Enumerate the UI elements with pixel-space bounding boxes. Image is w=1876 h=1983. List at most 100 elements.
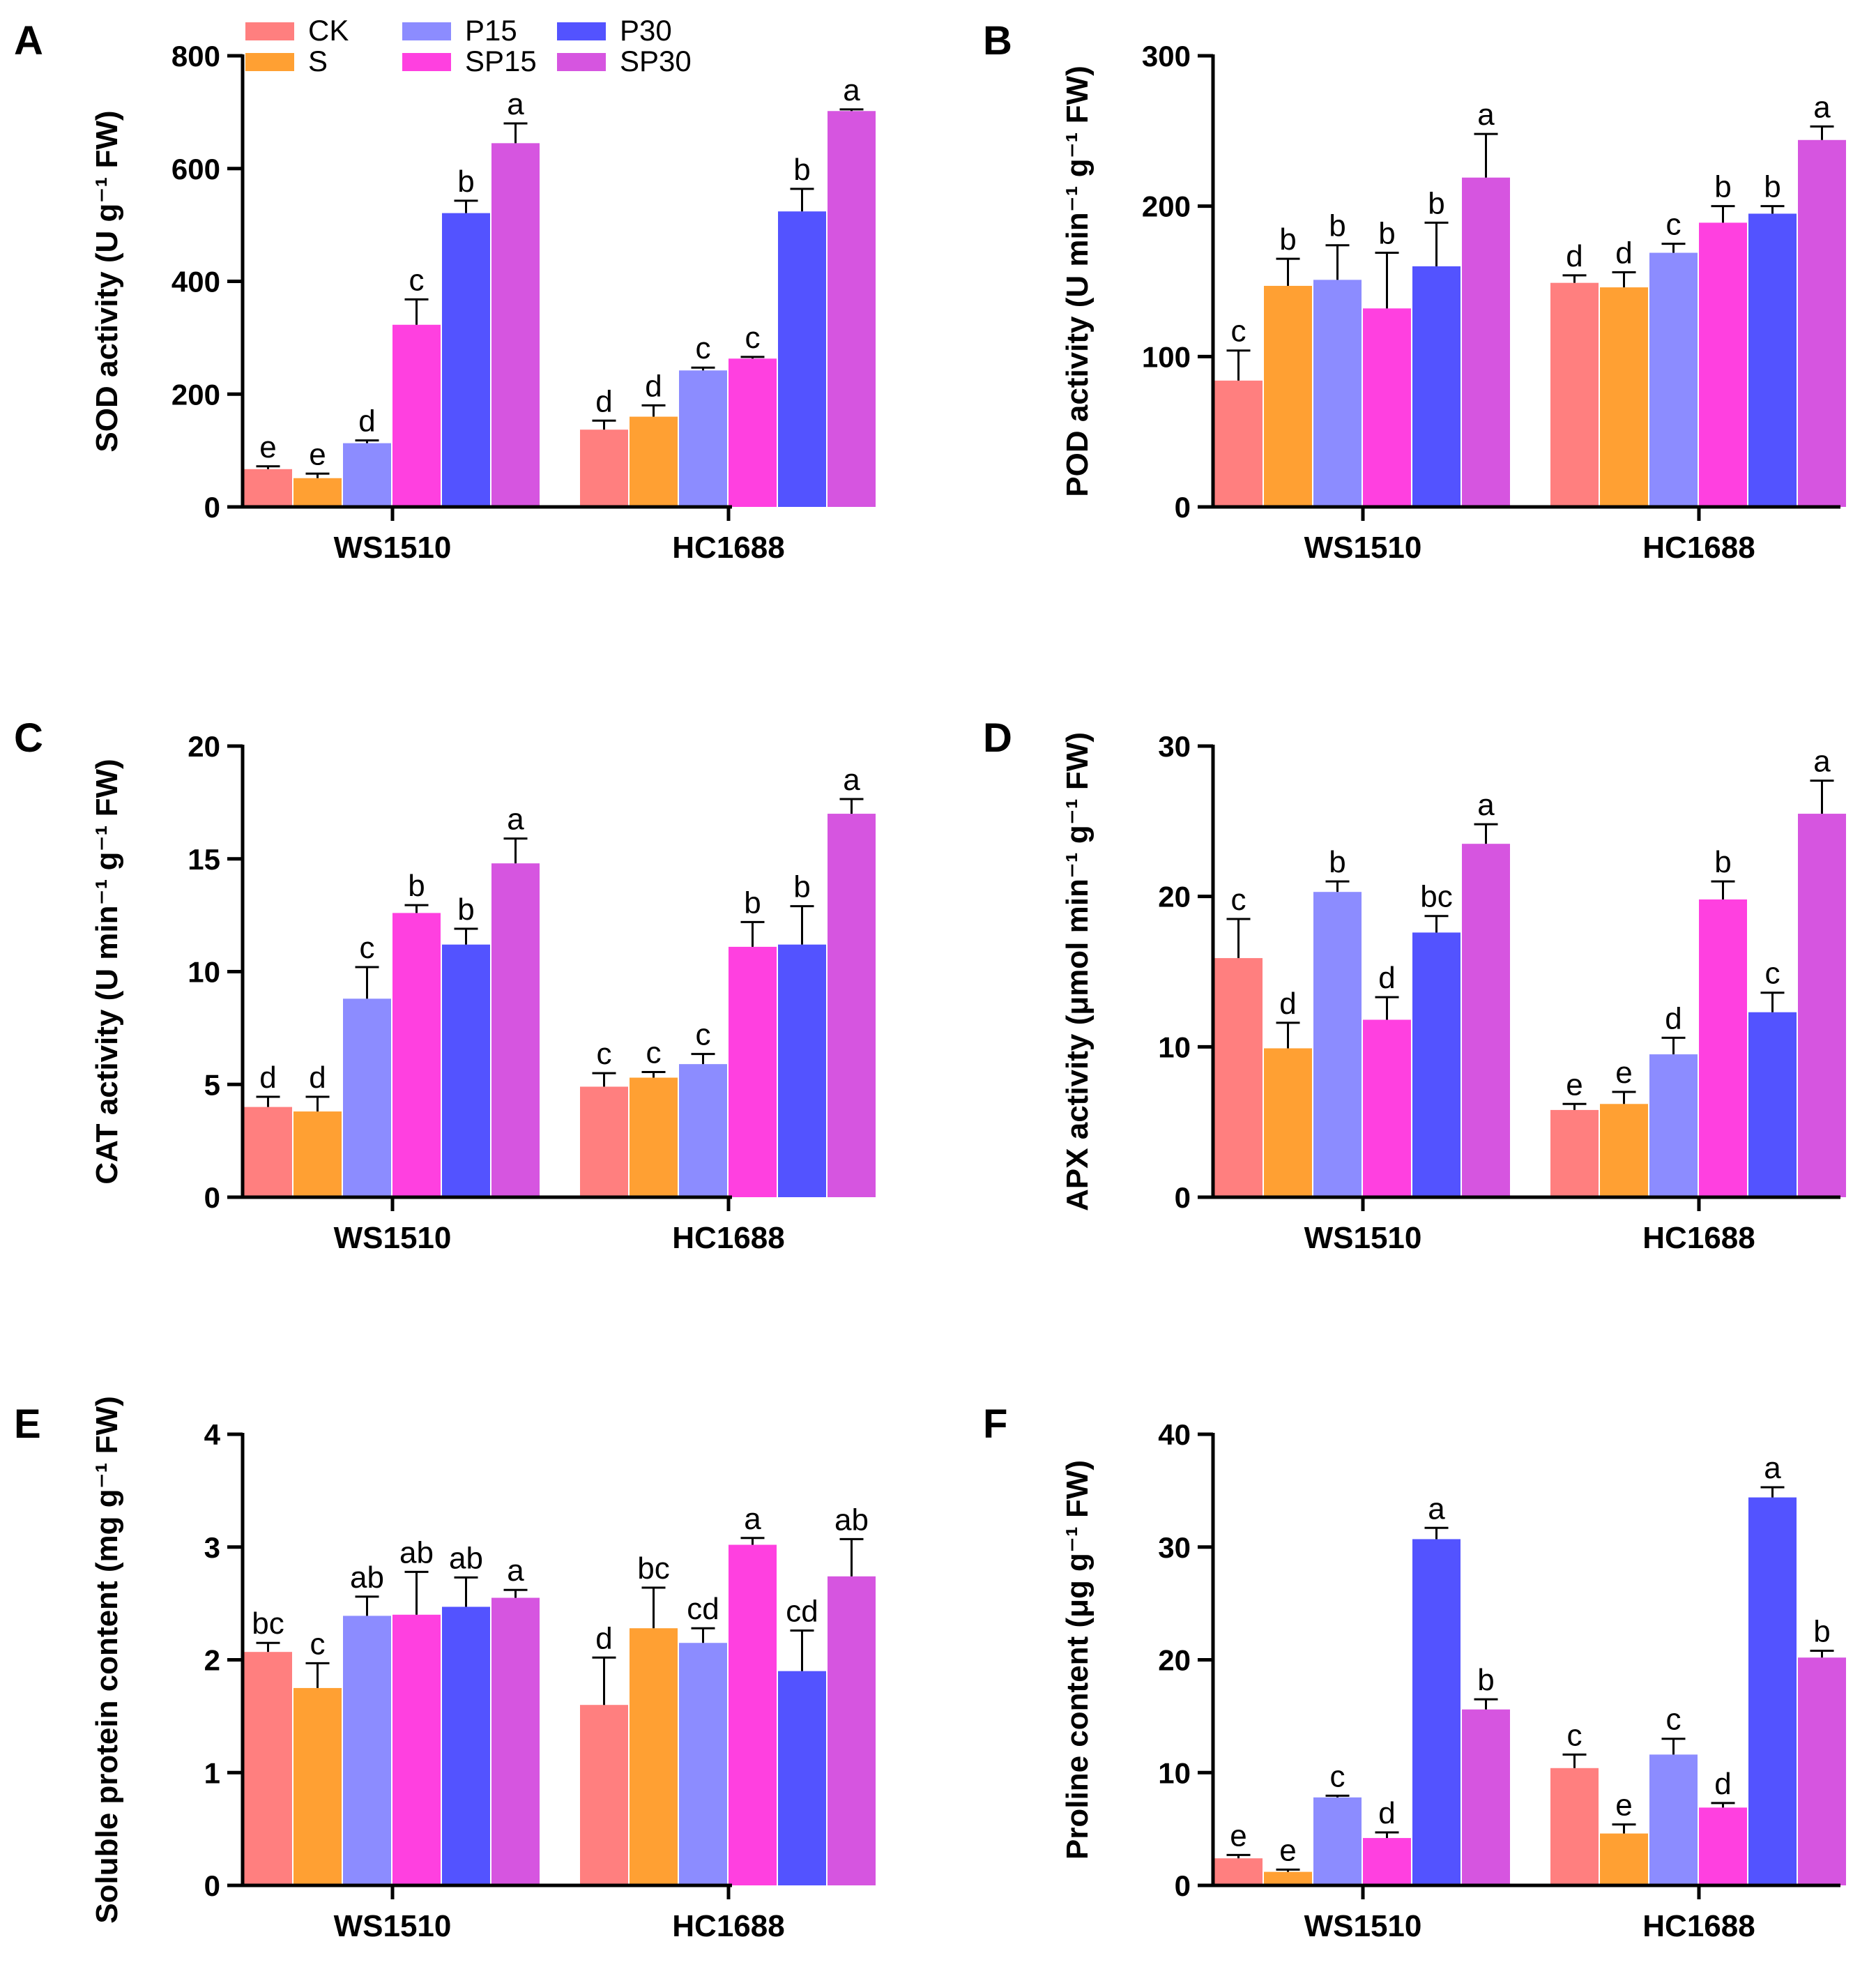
x-tick-label: HC1688 xyxy=(672,1221,784,1255)
bar xyxy=(630,1628,678,1885)
significance-letter: e xyxy=(1615,1056,1632,1090)
significance-letter: ab xyxy=(834,1503,869,1537)
legend-label: P30 xyxy=(620,14,672,47)
x-tick-label: WS1510 xyxy=(334,1221,452,1255)
bar xyxy=(828,1576,876,1885)
significance-letter: c xyxy=(1231,314,1246,349)
x-tick-label: WS1510 xyxy=(1304,531,1422,565)
y-tick-label: 5 xyxy=(204,1068,220,1101)
significance-letter: b xyxy=(1813,1615,1830,1649)
bar xyxy=(1412,932,1461,1197)
bar xyxy=(729,358,777,507)
bar xyxy=(442,1606,490,1885)
significance-letter: d xyxy=(1665,1001,1681,1035)
bar xyxy=(1214,380,1263,507)
bar xyxy=(1363,308,1411,507)
bar xyxy=(1600,287,1648,507)
significance-letter: d xyxy=(1378,961,1395,995)
significance-letter: a xyxy=(507,803,524,837)
significance-letter: b xyxy=(457,892,474,927)
significance-letter: a xyxy=(1477,788,1495,822)
x-tick-label: HC1688 xyxy=(1642,531,1755,565)
bar xyxy=(343,443,391,507)
bar xyxy=(491,863,540,1197)
significance-letter: e xyxy=(1615,1788,1632,1823)
bar xyxy=(1748,1012,1797,1197)
y-tick-label: 40 xyxy=(1158,1418,1191,1451)
significance-letter: cd xyxy=(786,1594,818,1628)
significance-letter: cd xyxy=(687,1592,719,1626)
bar xyxy=(729,946,777,1197)
legend-swatch xyxy=(402,22,451,40)
y-axis-title: CAT activity (U min⁻¹ g⁻¹ FW) xyxy=(90,759,124,1184)
bar xyxy=(679,370,727,507)
significance-letter: d xyxy=(1566,239,1583,273)
significance-letter: c xyxy=(1666,208,1681,242)
significance-letter: e xyxy=(259,430,276,464)
x-tick-label: WS1510 xyxy=(334,1909,452,1943)
bar xyxy=(442,213,490,507)
significance-letter: a xyxy=(1764,1451,1781,1485)
significance-letter: a xyxy=(1813,90,1831,124)
y-tick-label: 200 xyxy=(171,378,220,411)
bar xyxy=(1550,282,1599,507)
y-tick-label: 20 xyxy=(1158,1644,1191,1677)
significance-letter: a xyxy=(1477,98,1495,132)
significance-letter: d xyxy=(645,369,662,403)
significance-letter: d xyxy=(358,404,375,439)
bar xyxy=(392,913,441,1197)
bar xyxy=(1550,1109,1599,1197)
significance-letter: ab xyxy=(350,1560,384,1595)
significance-letter: b xyxy=(408,869,425,903)
bar xyxy=(1649,252,1698,507)
y-tick-label: 4 xyxy=(204,1418,221,1451)
y-axis-title: Soluble protein content (mg g⁻¹ FW) xyxy=(90,1396,124,1923)
panel-label: B xyxy=(983,18,1012,63)
x-tick-label: HC1688 xyxy=(1642,1221,1755,1255)
bar xyxy=(778,211,826,507)
legend-label: SP30 xyxy=(620,45,692,77)
bar xyxy=(1264,1048,1312,1197)
bar xyxy=(1412,266,1461,507)
bar xyxy=(1649,1054,1698,1197)
significance-letter: b xyxy=(793,870,810,904)
significance-letter: d xyxy=(595,384,612,418)
legend-label: S xyxy=(308,45,328,77)
y-tick-label: 30 xyxy=(1158,730,1191,763)
bar xyxy=(392,324,441,507)
bar xyxy=(1214,1858,1263,1885)
significance-letter: c xyxy=(745,321,761,355)
bar xyxy=(630,416,678,507)
bar xyxy=(1798,1657,1846,1885)
bar xyxy=(729,1544,777,1885)
significance-letter: a xyxy=(843,73,860,107)
significance-letter: d xyxy=(259,1061,276,1095)
significance-letter: d xyxy=(1378,1796,1395,1830)
y-tick-label: 10 xyxy=(1158,1756,1191,1789)
x-tick-label: HC1688 xyxy=(672,531,784,565)
x-tick-label: WS1510 xyxy=(334,531,452,565)
significance-letter: a xyxy=(507,1553,524,1588)
legend-label: CK xyxy=(308,14,349,47)
bar xyxy=(442,944,490,1197)
y-tick-label: 0 xyxy=(1175,1181,1191,1214)
bar xyxy=(1363,1019,1411,1197)
bar xyxy=(1699,899,1747,1197)
bar xyxy=(1550,1768,1599,1885)
significance-letter: b xyxy=(1764,170,1780,204)
significance-letter: d xyxy=(1714,1767,1731,1801)
bar xyxy=(244,469,292,507)
y-tick-label: 0 xyxy=(204,1181,220,1214)
bar xyxy=(630,1077,678,1197)
significance-letter: d xyxy=(309,1061,326,1095)
bar xyxy=(1798,139,1846,508)
y-tick-label: 300 xyxy=(1142,40,1191,73)
significance-letter: c xyxy=(310,1627,326,1661)
y-tick-label: 100 xyxy=(1142,340,1191,373)
significance-letter: b xyxy=(1477,1663,1494,1697)
bar xyxy=(1748,213,1797,507)
